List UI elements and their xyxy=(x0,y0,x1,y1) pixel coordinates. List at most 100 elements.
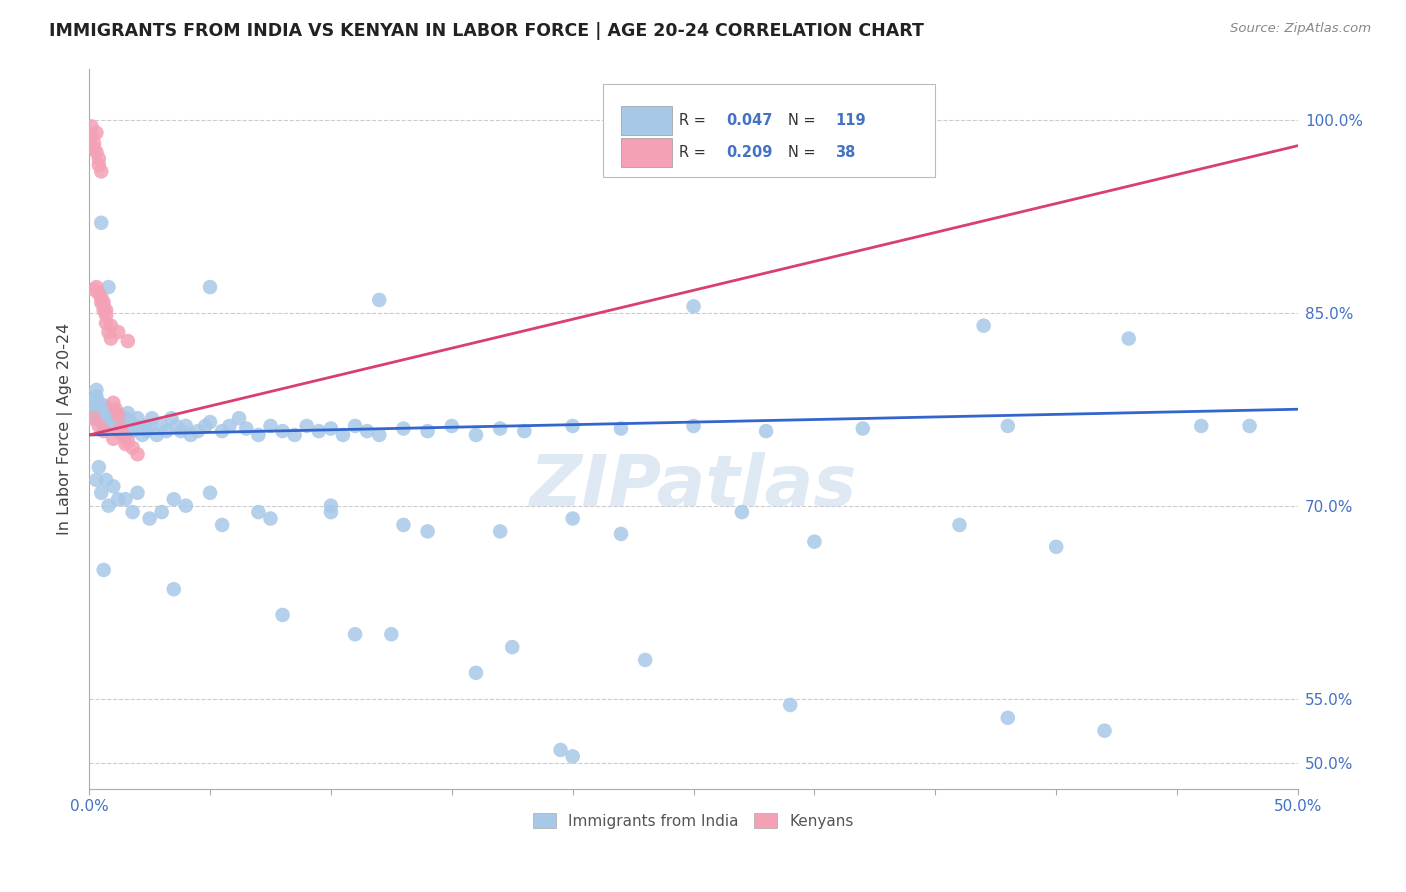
Point xyxy=(141,411,163,425)
Text: Source: ZipAtlas.com: Source: ZipAtlas.com xyxy=(1230,22,1371,36)
Point xyxy=(90,290,112,304)
Point xyxy=(803,534,825,549)
Point xyxy=(94,309,117,323)
Text: 38: 38 xyxy=(835,145,855,161)
Point xyxy=(380,627,402,641)
Point xyxy=(90,485,112,500)
Point xyxy=(107,325,129,339)
Point xyxy=(129,421,152,435)
Point xyxy=(103,419,125,434)
Point xyxy=(107,415,129,429)
Point xyxy=(86,473,108,487)
FancyBboxPatch shape xyxy=(603,85,935,177)
Point xyxy=(136,424,159,438)
Point xyxy=(104,402,127,417)
Point xyxy=(1094,723,1116,738)
Point xyxy=(107,409,129,423)
Point xyxy=(465,428,488,442)
Point xyxy=(1189,419,1212,434)
Point xyxy=(610,421,633,435)
Point xyxy=(87,286,110,301)
Point xyxy=(779,698,801,712)
Point xyxy=(146,428,169,442)
Point xyxy=(513,424,536,438)
Point xyxy=(86,126,108,140)
Point xyxy=(755,424,778,438)
Point xyxy=(93,419,115,434)
Point xyxy=(194,419,217,434)
Point xyxy=(131,428,153,442)
Point xyxy=(344,627,367,641)
Point xyxy=(90,216,112,230)
Point xyxy=(319,505,342,519)
Point xyxy=(97,402,120,417)
Point xyxy=(103,479,125,493)
Point xyxy=(103,396,125,410)
Point xyxy=(111,419,134,434)
Text: 0.047: 0.047 xyxy=(725,113,772,128)
Point xyxy=(163,492,186,507)
Point xyxy=(150,419,173,434)
Text: N =: N = xyxy=(787,145,820,161)
Point xyxy=(682,299,704,313)
Point xyxy=(124,419,146,434)
Point xyxy=(1239,419,1261,434)
Point xyxy=(86,794,108,808)
Point xyxy=(90,415,112,429)
Point xyxy=(117,434,139,449)
Point xyxy=(117,334,139,348)
Point xyxy=(247,505,270,519)
Point xyxy=(111,428,134,442)
Point xyxy=(634,653,657,667)
Point xyxy=(368,293,391,307)
Point xyxy=(187,424,209,438)
Point xyxy=(87,158,110,172)
Point xyxy=(997,419,1019,434)
Point xyxy=(90,402,112,417)
Point xyxy=(489,524,512,539)
Point xyxy=(94,405,117,419)
Text: IMMIGRANTS FROM INDIA VS KENYAN IN LABOR FORCE | AGE 20-24 CORRELATION CHART: IMMIGRANTS FROM INDIA VS KENYAN IN LABOR… xyxy=(49,22,924,40)
Point xyxy=(235,421,257,435)
Point xyxy=(83,393,105,408)
Point xyxy=(110,409,132,423)
Point xyxy=(94,303,117,318)
Point xyxy=(97,421,120,435)
Point xyxy=(682,419,704,434)
Point xyxy=(94,316,117,330)
Point xyxy=(86,383,108,397)
Point xyxy=(80,402,103,417)
Point xyxy=(93,303,115,318)
Point xyxy=(332,428,354,442)
Point xyxy=(170,424,193,438)
Point xyxy=(416,424,439,438)
Point xyxy=(94,473,117,487)
Text: R =: R = xyxy=(679,113,710,128)
Text: ZIPatlas: ZIPatlas xyxy=(530,451,858,521)
Point xyxy=(97,325,120,339)
Point xyxy=(80,128,103,143)
Point xyxy=(93,424,115,438)
Point xyxy=(103,432,125,446)
FancyBboxPatch shape xyxy=(621,138,672,167)
Point xyxy=(93,409,115,423)
Point xyxy=(114,437,136,451)
Point xyxy=(117,406,139,420)
Point xyxy=(114,411,136,425)
Point xyxy=(87,460,110,475)
Point xyxy=(83,398,105,412)
Point xyxy=(121,424,143,438)
Point xyxy=(368,428,391,442)
Point xyxy=(155,424,177,438)
Point xyxy=(127,411,149,425)
Point xyxy=(852,421,875,435)
Point xyxy=(174,419,197,434)
Point xyxy=(271,424,294,438)
Point xyxy=(86,389,108,403)
Point xyxy=(997,711,1019,725)
Point xyxy=(87,396,110,410)
Point xyxy=(319,499,342,513)
Point xyxy=(87,406,110,420)
Point xyxy=(160,411,183,425)
Point xyxy=(94,411,117,425)
